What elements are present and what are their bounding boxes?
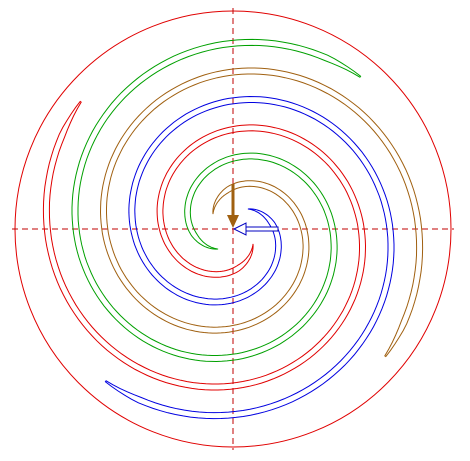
spiral-arm-red [42, 100, 367, 391]
x-arrow-shaft [244, 226, 279, 232]
x-arrow [232, 222, 279, 236]
y-arrow [227, 184, 239, 228]
spiral-arm-blue [104, 95, 395, 420]
x-arrow-head [232, 222, 247, 236]
spiral-arm-brown [99, 67, 424, 358]
spiral-arm-green [71, 38, 362, 363]
y-arrow-head [227, 215, 239, 228]
